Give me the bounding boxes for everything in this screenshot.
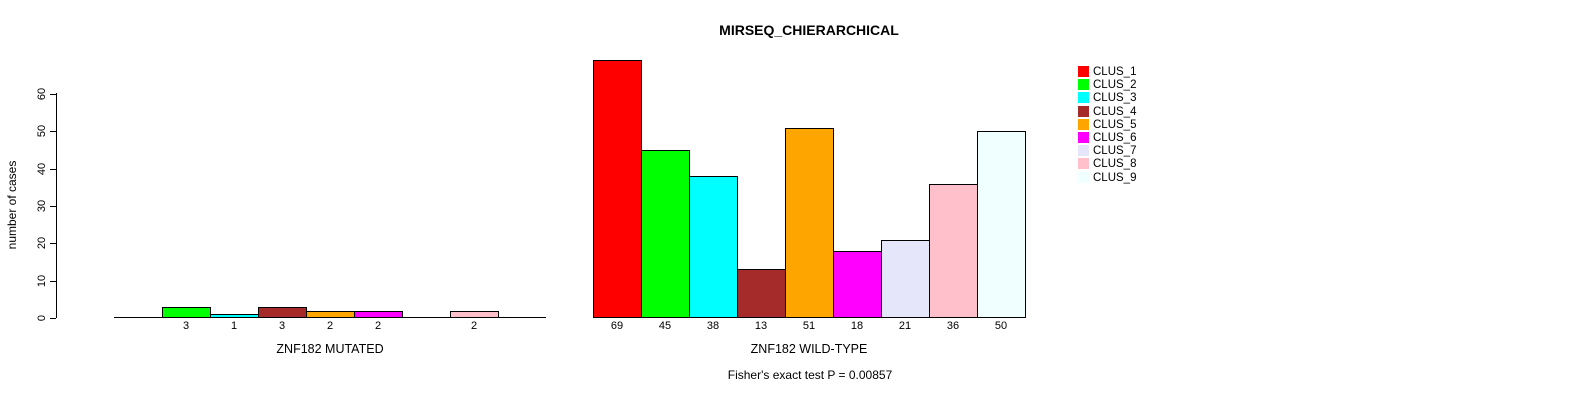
bar-value-label: 2 <box>470 320 478 332</box>
bar-CLUS_4 <box>258 307 307 318</box>
legend-label: CLUS_1 <box>1093 66 1137 78</box>
bar-CLUS_5 <box>306 311 355 318</box>
y-tick-label: 0 <box>36 314 48 322</box>
bar-CLUS_6 <box>833 251 882 318</box>
fisher-test-annotation: Fisher's exact test P = 0.00857 <box>727 368 893 382</box>
bar-value-label: 18 <box>850 320 864 332</box>
legend-label: CLUS_9 <box>1093 171 1137 184</box>
legend-label: CLUS_7 <box>1093 145 1137 158</box>
legend-swatch-CLUS_3 <box>1078 92 1089 104</box>
bar-CLUS_2 <box>641 150 690 318</box>
y-tick-mark <box>50 318 56 319</box>
bar-value-label: 69 <box>610 320 624 332</box>
y-tick-label: 60 <box>36 87 48 101</box>
y-tick-mark <box>50 206 56 207</box>
y-tick-mark <box>50 131 56 132</box>
y-tick-label: 40 <box>36 162 48 175</box>
y-tick-label: 50 <box>36 125 48 138</box>
y-axis-line <box>56 93 57 318</box>
legend-swatch-CLUS_1 <box>1078 66 1089 77</box>
y-tick-mark <box>50 243 56 244</box>
bar-value-label: 51 <box>802 320 816 332</box>
legend-swatch-CLUS_4 <box>1078 105 1089 117</box>
legend-swatch-CLUS_7 <box>1078 145 1089 157</box>
legend-swatch-CLUS_5 <box>1078 118 1089 130</box>
bar-value-label: 2 <box>326 320 334 332</box>
legend-swatch-CLUS_9 <box>1078 171 1089 183</box>
bar-value-label: 2 <box>374 320 382 332</box>
bar-value-label: 50 <box>994 320 1008 332</box>
y-tick-mark <box>50 281 56 282</box>
y-tick-label: 20 <box>36 237 48 250</box>
bar-CLUS_5 <box>785 128 834 318</box>
x-axis-label: ZNF182 WILD-TYPE <box>750 342 868 356</box>
y-tick-label: 10 <box>36 274 48 287</box>
legend-label: CLUS_3 <box>1093 92 1137 105</box>
bar-CLUS_9 <box>977 131 1026 318</box>
bar-CLUS_8 <box>450 311 499 318</box>
bar-value-label: 1 <box>230 320 238 332</box>
bar-value-label: 36 <box>946 320 960 332</box>
bar-CLUS_2 <box>162 307 211 318</box>
bar-value-label: 21 <box>898 320 912 332</box>
legend-label: CLUS_8 <box>1093 158 1137 171</box>
bar-value-label: 3 <box>278 320 286 332</box>
legend-swatch-CLUS_8 <box>1078 158 1089 170</box>
legend-label: CLUS_2 <box>1093 79 1137 92</box>
legend-label: CLUS_6 <box>1093 132 1137 144</box>
bar-value-label: 38 <box>706 320 720 332</box>
y-tick-label: 30 <box>36 199 48 213</box>
y-tick-mark <box>50 94 56 95</box>
bar-value-label: 45 <box>658 320 672 332</box>
bar-CLUS_3 <box>210 314 259 318</box>
bar-value-label: 3 <box>182 320 190 332</box>
legend-label: CLUS_5 <box>1093 118 1137 131</box>
legend-swatch-CLUS_2 <box>1078 79 1089 91</box>
y-tick-mark <box>50 169 56 170</box>
legend-swatch-CLUS_6 <box>1078 132 1089 143</box>
bar-CLUS_3 <box>689 176 738 318</box>
bar-value-label: 13 <box>754 320 768 332</box>
chart-title: MIRSEQ_CHIERARCHICAL <box>719 22 899 38</box>
bar-CLUS_6 <box>354 311 403 318</box>
y-axis-title: number of cases <box>5 160 19 250</box>
x-axis-label: ZNF182 MUTATED <box>276 342 384 356</box>
legend-label: CLUS_4 <box>1093 105 1137 118</box>
bar-CLUS_7 <box>881 240 930 318</box>
bar-CLUS_4 <box>737 269 786 318</box>
bar-CLUS_8 <box>929 184 978 318</box>
bar-CLUS_1 <box>593 60 642 318</box>
